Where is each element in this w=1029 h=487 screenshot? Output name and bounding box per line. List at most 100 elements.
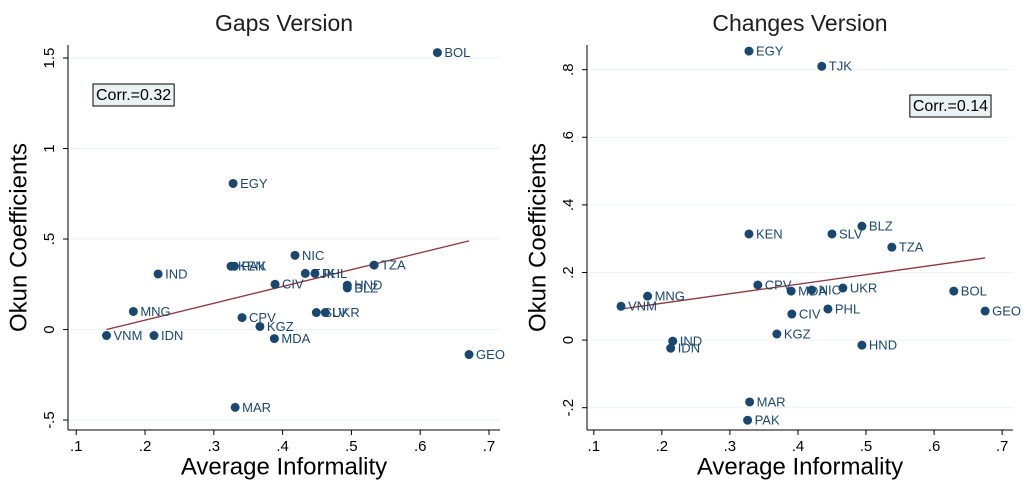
- x-tick-label: .2: [656, 438, 669, 455]
- y-tick-label: .6: [560, 131, 577, 144]
- point-label: MNG: [140, 304, 170, 319]
- y-tick-label: .4: [560, 199, 577, 212]
- point: [744, 46, 754, 56]
- point-label: CPV: [249, 310, 276, 325]
- point-label: IDN: [161, 328, 183, 343]
- x-tick-label: .1: [588, 438, 601, 455]
- point-label: TZA: [381, 258, 406, 273]
- point-label: KGZ: [267, 319, 294, 334]
- point: [432, 48, 442, 58]
- point: [786, 286, 796, 296]
- y-tick-label: .8: [560, 63, 577, 76]
- point: [817, 61, 827, 71]
- point: [228, 178, 238, 188]
- y-tick-label: 1: [41, 144, 58, 152]
- point: [823, 304, 833, 314]
- point: [838, 283, 848, 293]
- y-tick-label: 0: [41, 325, 58, 333]
- x-tick-label: .3: [724, 438, 737, 455]
- point: [743, 415, 753, 425]
- point: [827, 229, 837, 239]
- y-tick-label: 0: [560, 336, 577, 344]
- panel-title: Gaps Version: [215, 10, 353, 36]
- point: [980, 306, 990, 316]
- point-label: NIC: [302, 248, 324, 263]
- point-label: CPV: [765, 277, 792, 292]
- panel-title: Changes Version: [712, 10, 887, 36]
- point: [857, 340, 867, 350]
- annotation-box: [909, 94, 992, 118]
- annotation: Corr.=0.32: [96, 87, 171, 104]
- x-tick-label: .3: [208, 438, 221, 455]
- point-label: BLZ: [869, 219, 893, 234]
- point: [270, 279, 280, 289]
- x-tick-label: .5: [860, 438, 873, 455]
- point-label: EGY: [756, 44, 784, 59]
- fit-line: [620, 257, 986, 310]
- point-label: VNM: [628, 299, 657, 314]
- point-label: HND: [869, 338, 897, 353]
- x-axis-title: Average Informality: [697, 453, 903, 480]
- point: [310, 268, 320, 278]
- point: [753, 280, 763, 290]
- point-label: CIV: [282, 277, 304, 292]
- point: [149, 331, 159, 341]
- point-label: GEO: [476, 347, 505, 362]
- point-label: BLZ: [354, 280, 378, 295]
- x-tick-label: .2: [139, 438, 152, 455]
- point-label: BOL: [961, 284, 987, 299]
- point-label: TJK: [829, 59, 852, 74]
- panel: Changes Version -.2 0 .2 .4 .6 .8 .1 .2 .3 .4 .5 .6.…: [524, 10, 1021, 480]
- point-label: SLV: [323, 305, 347, 320]
- point: [668, 336, 678, 346]
- point: [949, 286, 959, 296]
- point-label: KEN: [238, 259, 265, 274]
- point: [128, 306, 138, 316]
- y-tick-label: .5: [41, 233, 58, 246]
- point: [745, 397, 755, 407]
- point: [666, 343, 676, 353]
- point-label: CIV: [799, 306, 821, 321]
- point-label: PAK: [241, 259, 266, 274]
- point: [300, 268, 310, 278]
- point-label: MAR: [757, 394, 786, 409]
- point: [102, 331, 112, 341]
- point: [744, 229, 754, 239]
- point: [887, 242, 897, 252]
- point: [237, 313, 247, 323]
- point-label: VNM: [114, 328, 143, 343]
- x-axis-title: Average Informality: [181, 453, 387, 480]
- point-label: PAK: [755, 413, 780, 428]
- x-tick-label: .6: [414, 438, 427, 455]
- x-tick-label: .1: [70, 438, 83, 455]
- point: [807, 285, 817, 295]
- point: [772, 329, 782, 339]
- point: [153, 269, 163, 279]
- annotation-box: [92, 83, 175, 107]
- point-label: GEO: [992, 303, 1021, 318]
- point-label: EGY: [240, 176, 268, 191]
- point: [643, 291, 653, 301]
- point: [255, 321, 265, 331]
- point-label: IDN: [678, 341, 700, 356]
- point: [787, 309, 797, 319]
- point-label: MNG: [655, 289, 685, 304]
- point-label: TZA: [899, 240, 924, 255]
- x-tick-label: .7: [996, 438, 1009, 455]
- point-label: NIC: [819, 282, 841, 297]
- point-label: TJK: [312, 266, 335, 281]
- x-tick-label: .4: [792, 438, 805, 455]
- y-tick-label: .2: [560, 266, 577, 279]
- point-label: PHL: [322, 266, 347, 281]
- y-tick-label: -.5: [41, 411, 58, 429]
- point: [269, 334, 279, 344]
- x-tick-label: .4: [276, 438, 289, 455]
- point: [320, 308, 330, 318]
- point-label: UKR: [332, 305, 359, 320]
- point-label: MAR: [242, 400, 271, 415]
- point-label: HND: [354, 278, 382, 293]
- point: [311, 308, 321, 318]
- point-label: IND: [165, 266, 187, 281]
- x-tick-label: .5: [345, 438, 358, 455]
